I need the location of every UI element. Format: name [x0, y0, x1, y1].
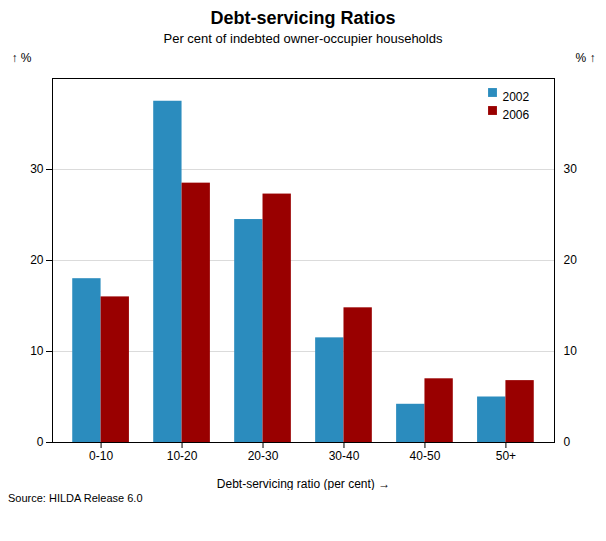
html-text:Debt-servicing Ratios: Debt-servicing Ratios	[210, 8, 396, 28]
svg-text:2006: 2006	[503, 108, 530, 122]
svg-text:0: 0	[564, 435, 571, 449]
svg-text:10: 10	[564, 344, 578, 358]
html-text:Per cent of indebted owner-occ: Per cent of indebted owner-occupier hous…	[163, 31, 443, 46]
svg-text:30: 30	[564, 162, 578, 176]
svg-text:% ↑: % ↑	[575, 51, 595, 65]
svg-text:0-10: 0-10	[89, 449, 113, 463]
svg-text:Debt-servicing ratio (per cent: Debt-servicing ratio (per cent) →	[217, 477, 390, 491]
svg-text:↑ %: ↑ %	[12, 51, 32, 65]
svg-text:2002: 2002	[503, 90, 530, 104]
svg-text:20: 20	[30, 253, 44, 267]
svg-text:20-30: 20-30	[248, 449, 279, 463]
svg-text:0: 0	[37, 435, 44, 449]
svg-text:10: 10	[30, 344, 44, 358]
svg-text:50+: 50+	[496, 449, 516, 463]
svg-text:20: 20	[564, 253, 578, 267]
html-text:Source: HILDA Release 6.0: Source: HILDA Release 6.0	[8, 492, 143, 504]
svg-text:10-20: 10-20	[167, 449, 198, 463]
svg-text:30-40: 30-40	[329, 449, 360, 463]
svg-text:40-50: 40-50	[410, 449, 441, 463]
svg-text:30: 30	[30, 162, 44, 176]
